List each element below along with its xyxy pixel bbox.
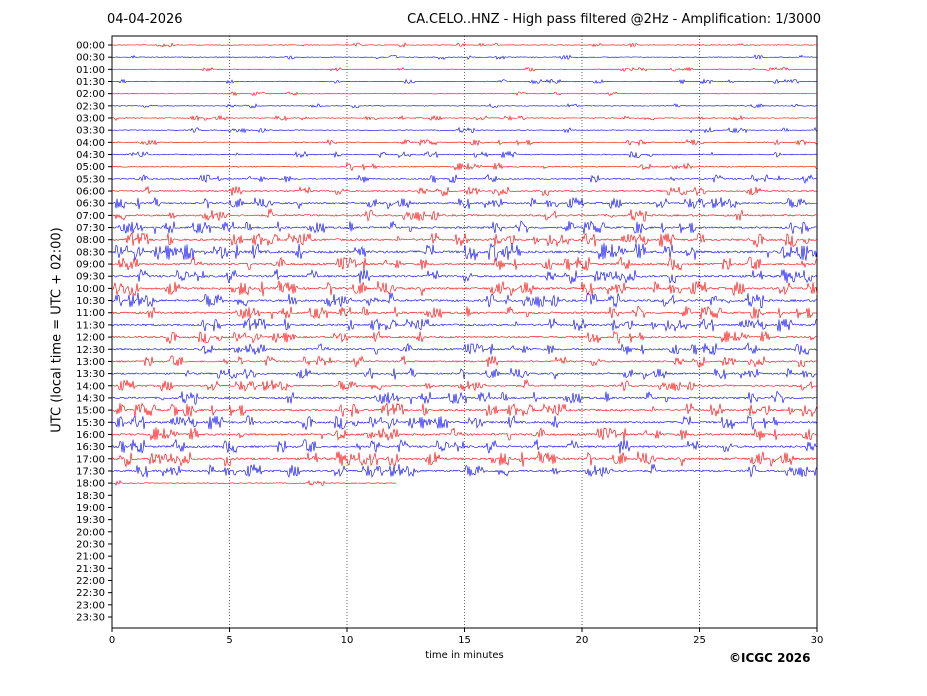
seismic-trace (111, 78, 818, 85)
row-time-label: 12:30 (76, 345, 105, 356)
seismic-trace (111, 138, 818, 147)
row-time-label: 14:30 (76, 393, 105, 404)
row-time-label: 07:30 (76, 223, 105, 234)
row-time-label: 00:00 (76, 41, 105, 52)
seismic-trace (111, 280, 818, 297)
row-time-label: 21:30 (76, 564, 105, 575)
row-time-label: 08:30 (76, 247, 105, 258)
seismic-trace (111, 207, 818, 222)
x-tick-label: 15 (458, 635, 471, 646)
plot-frame (111, 35, 818, 629)
row-time-label: 10:30 (76, 296, 105, 307)
row-time-label: 11:00 (76, 308, 105, 319)
seismic-trace (111, 220, 818, 235)
seismic-trace (111, 126, 818, 134)
seismic-trace (111, 355, 818, 369)
row-time-label: 09:00 (76, 260, 105, 271)
row-time-label: 03:00 (76, 114, 105, 125)
seismic-trace (111, 268, 818, 285)
row-time-label: 15:00 (76, 406, 105, 417)
y-axis-label: UTC (local time = UTC + 02:00) (49, 227, 65, 433)
x-tick-label: 25 (693, 635, 706, 646)
row-time-label: 16:30 (76, 442, 105, 453)
row-time-label: 11:30 (76, 320, 105, 331)
seismic-trace (111, 186, 818, 197)
row-time-label: 05:30 (76, 174, 105, 185)
x-tick-label: 30 (811, 635, 824, 646)
row-time-label: 13:00 (76, 357, 105, 368)
x-tick-label: 5 (226, 635, 232, 646)
x-tick-label: 10 (341, 635, 354, 646)
seismic-trace (111, 464, 818, 478)
row-time-label: 02:00 (76, 89, 105, 100)
seismic-trace (111, 196, 818, 210)
row-time-label: 22:30 (76, 588, 105, 599)
row-time-label: 13:30 (76, 369, 105, 380)
seismic-trace (111, 42, 818, 48)
row-time-label: 18:30 (76, 491, 105, 502)
row-time-label: 16:00 (76, 430, 105, 441)
seismic-trace (111, 427, 818, 441)
row-time-label: 09:30 (76, 272, 105, 283)
seismic-trace (111, 231, 818, 248)
row-time-label: 01:00 (76, 65, 105, 76)
seismic-trace (111, 162, 818, 172)
seismic-trace (111, 317, 818, 332)
row-time-label: 02:30 (76, 101, 105, 112)
seismic-trace (111, 114, 818, 122)
x-axis-label: time in minutes (425, 650, 504, 661)
seismic-trace (111, 402, 818, 418)
row-time-label: 04:00 (76, 138, 105, 149)
row-time-label: 10:00 (76, 284, 105, 295)
seismic-trace (111, 103, 818, 109)
seismic-trace (111, 256, 818, 272)
seismic-trace (111, 479, 397, 487)
seismic-trace (111, 330, 818, 345)
row-time-label: 19:00 (76, 503, 105, 514)
copyright-label: ©ICGC 2026 (729, 651, 811, 665)
x-tick-label: 20 (576, 635, 589, 646)
row-time-label: 17:00 (76, 454, 105, 465)
row-time-label: 19:30 (76, 515, 105, 526)
row-time-label: 20:00 (76, 527, 105, 538)
seismic-trace (111, 390, 818, 405)
row-time-label: 06:30 (76, 199, 105, 210)
row-time-label: 05:00 (76, 162, 105, 173)
row-time-label: 23:30 (76, 612, 105, 623)
row-time-label: 14:00 (76, 381, 105, 392)
row-time-label: 17:30 (76, 466, 105, 477)
seismic-trace (111, 66, 818, 72)
seismic-trace (111, 451, 818, 468)
seismic-trace (111, 378, 818, 392)
seismic-trace (111, 54, 818, 60)
row-time-label: 06:00 (76, 187, 105, 198)
row-time-label: 23:00 (76, 600, 105, 611)
seismic-trace (111, 439, 818, 454)
row-time-label: 21:00 (76, 552, 105, 563)
seismic-trace (111, 91, 818, 97)
date-label: 04-04-2026 (107, 12, 183, 27)
seismic-trace (111, 367, 818, 380)
seismic-trace (111, 173, 818, 184)
row-time-label: 04:30 (76, 150, 105, 161)
row-time-label: 00:30 (76, 53, 105, 64)
row-time-label: 20:30 (76, 539, 105, 550)
x-tick-label: 0 (109, 635, 115, 646)
seismic-trace (111, 292, 818, 309)
row-time-label: 07:00 (76, 211, 105, 222)
station-title: CA.CELO..HNZ - High pass filtered @2Hz -… (407, 12, 821, 27)
row-time-label: 15:30 (76, 418, 105, 429)
seismic-trace (111, 150, 818, 159)
row-time-label: 12:00 (76, 333, 105, 344)
seismic-trace (111, 341, 818, 356)
seismic-trace (111, 414, 818, 431)
row-time-label: 03:30 (76, 126, 105, 137)
row-time-label: 08:00 (76, 235, 105, 246)
row-time-label: 01:30 (76, 77, 105, 88)
row-time-label: 18:00 (76, 479, 105, 490)
seismic-trace (111, 242, 818, 263)
row-time-label: 22:00 (76, 576, 105, 587)
seismic-trace (111, 305, 818, 320)
